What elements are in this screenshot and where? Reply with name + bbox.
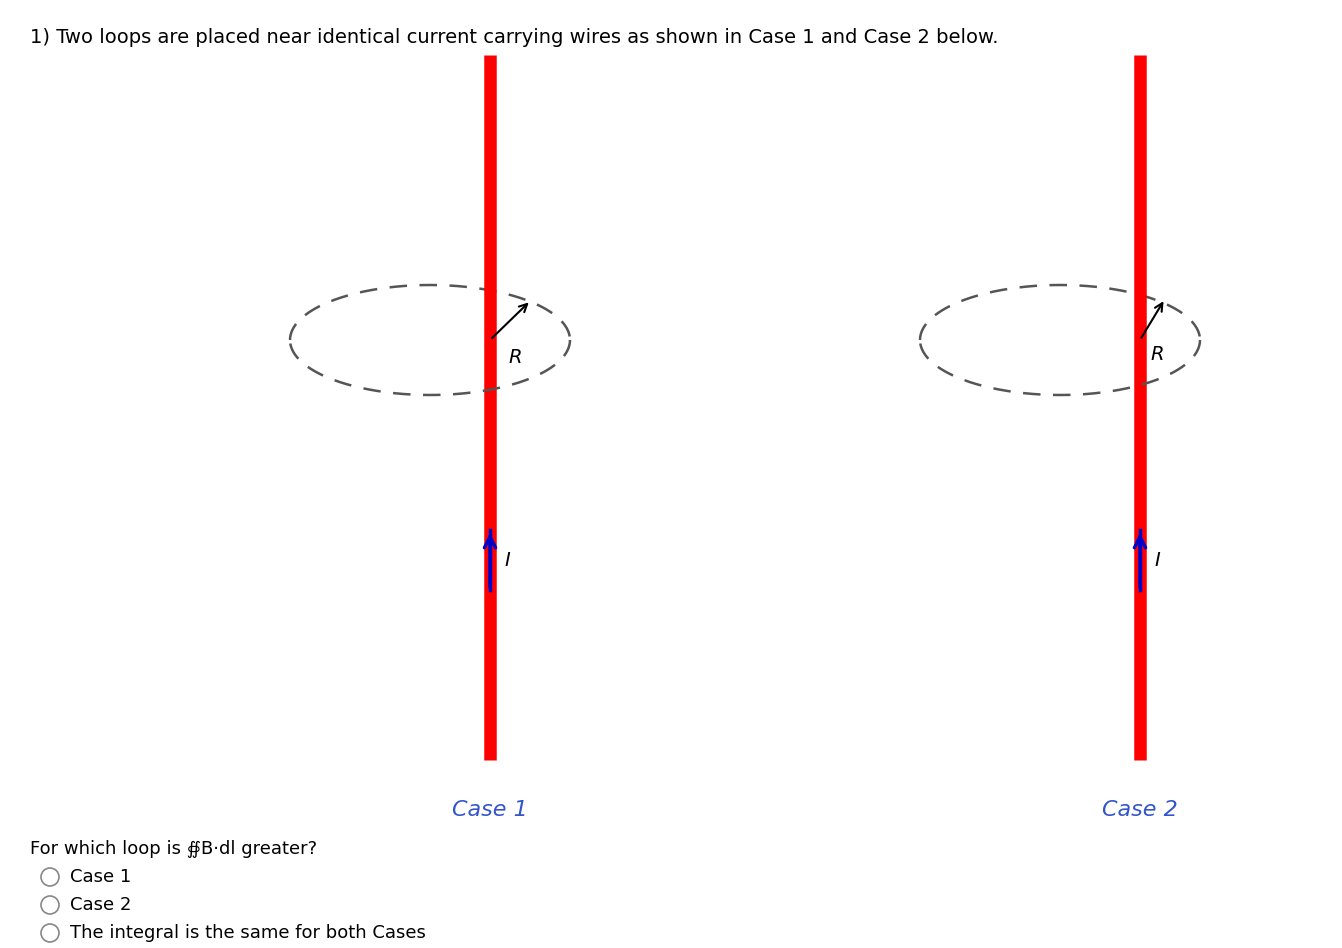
Text: Case 1: Case 1 [452,800,527,820]
Text: 1) Two loops are placed near identical current carrying wires as shown in Case 1: 1) Two loops are placed near identical c… [30,28,998,47]
Text: Case 2: Case 2 [1102,800,1178,820]
Text: For which loop is ∯B·dl greater?: For which loop is ∯B·dl greater? [30,840,317,858]
Text: R: R [509,348,522,367]
Text: I: I [505,551,510,570]
Text: I: I [1154,551,1159,570]
Text: The integral is the same for both Cases: The integral is the same for both Cases [70,924,425,942]
Text: Case 2: Case 2 [70,896,132,914]
Text: R: R [1150,345,1164,364]
Text: Case 1: Case 1 [70,868,132,886]
